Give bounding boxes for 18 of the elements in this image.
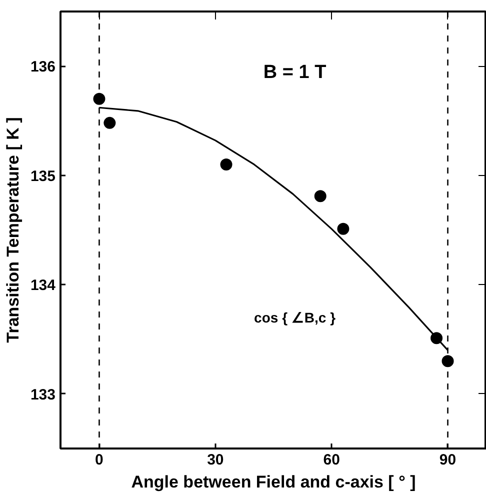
point — [442, 355, 454, 368]
y-tick-label: 133 — [30, 386, 56, 404]
x-tick-label: 90 — [439, 452, 456, 468]
point — [93, 92, 106, 105]
annotation: B = 1 T — [263, 62, 327, 84]
y-axis-title: Transition Temperature [ K ] — [3, 117, 22, 343]
point — [314, 190, 326, 202]
x-tick-label: 30 — [207, 452, 224, 468]
point — [104, 116, 116, 129]
y-tick-label: 135 — [30, 168, 56, 185]
point — [220, 158, 232, 170]
annotation: cos { ∠B,c } — [254, 309, 336, 326]
x-tick-label: 60 — [323, 452, 340, 468]
y-tick-label: 136 — [30, 58, 56, 76]
point — [337, 222, 350, 235]
y-tick-label: 134 — [30, 277, 56, 294]
x-axis-title: Angle between Field and c-axis [ ° ] — [131, 472, 416, 492]
x-tick-label: 0 — [95, 452, 104, 468]
